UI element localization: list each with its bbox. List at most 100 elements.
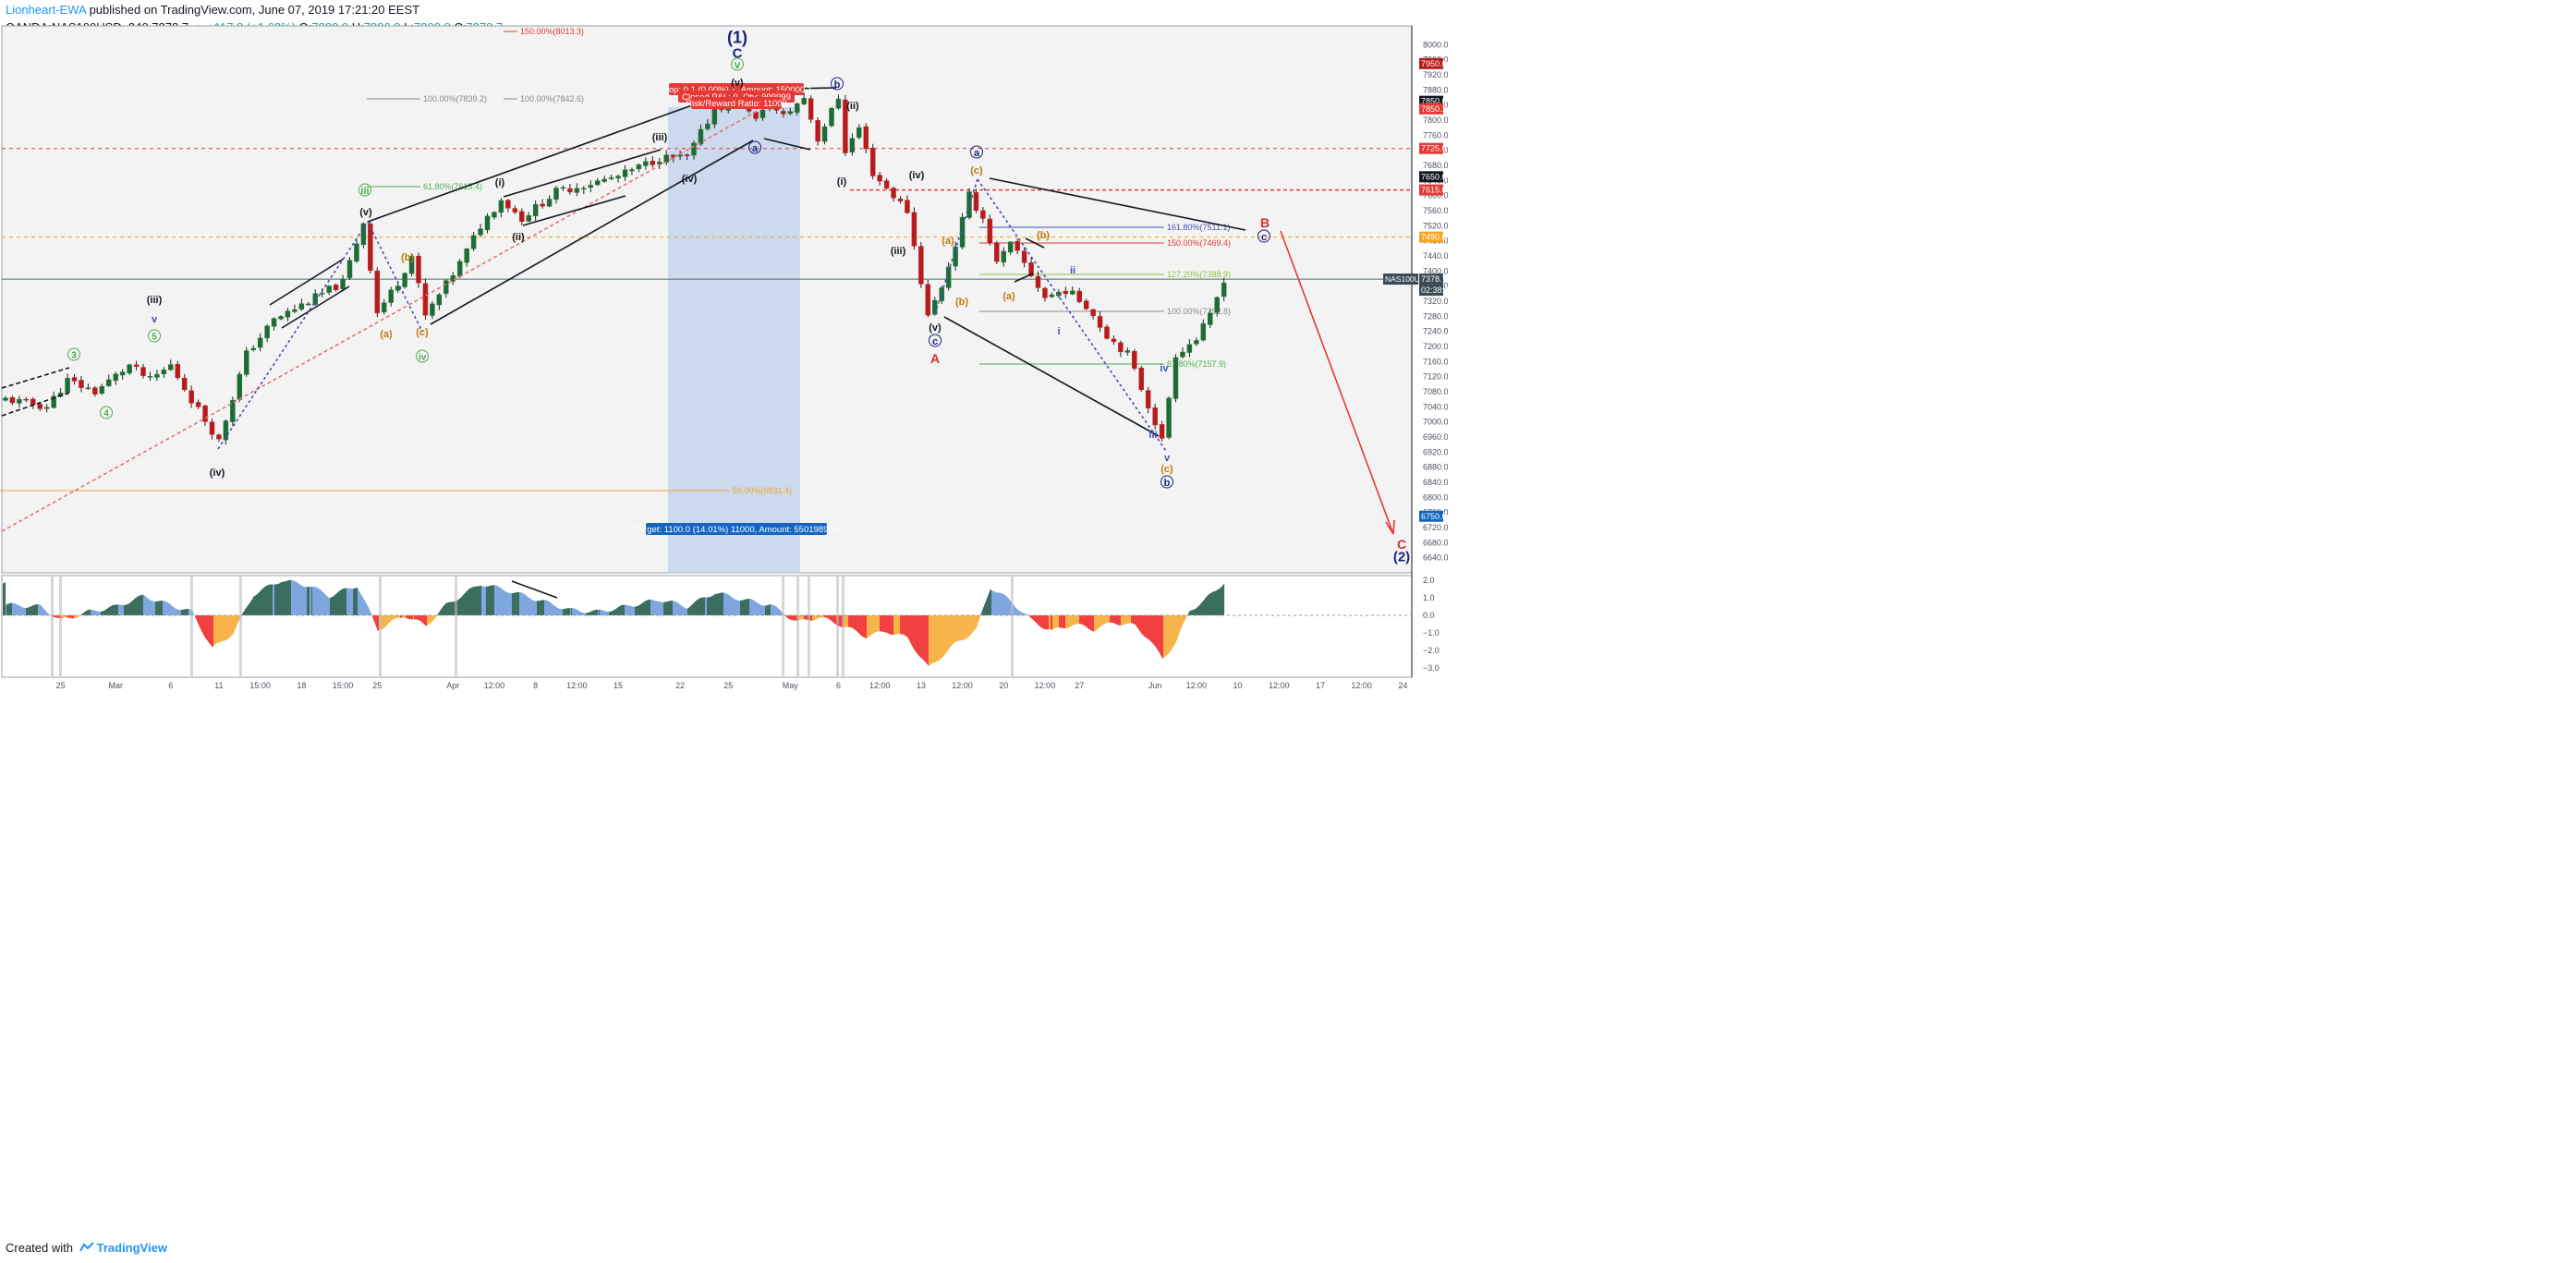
author-link[interactable]: Lionheart-EWA (6, 3, 86, 17)
oscillator-bar (62, 615, 64, 619)
oscillator-bar (83, 613, 85, 615)
price-tag-label: 6750.0 (1421, 512, 1447, 521)
oscillator-bar (1178, 615, 1180, 636)
oscillator-bar (964, 615, 966, 640)
oscillator-bar (535, 601, 537, 615)
candle-body (863, 126, 869, 150)
oscillator-bar (383, 615, 385, 628)
oscillator-bar (82, 613, 84, 615)
oscillator-bar (728, 594, 730, 615)
oscillator-bar (223, 615, 225, 641)
candle-body (127, 364, 132, 373)
oscillator-bar (744, 600, 746, 615)
oscillator-bar (599, 609, 601, 615)
oscillator-bar (486, 586, 488, 615)
oscillator-bar (315, 587, 317, 615)
price-tag (1419, 231, 1443, 243)
channel-line (269, 258, 345, 306)
oscillator-bar (1065, 615, 1067, 629)
oscillator-bar (174, 607, 176, 615)
oscillator-bar (430, 615, 431, 624)
wave-label-circle (416, 349, 429, 363)
oscillator-bar (525, 594, 527, 615)
time-tick-label: 20 (999, 681, 1008, 690)
oscillator-bar (341, 589, 343, 615)
projection-arrow-head (1392, 519, 1395, 535)
oscillator-bar (647, 600, 649, 615)
oscillator-bar (966, 615, 968, 638)
oscillator-bar (316, 587, 318, 615)
candle-body (147, 376, 153, 378)
oscillator-bar (101, 611, 103, 615)
candle-body (92, 387, 98, 395)
oscillator-bar (681, 605, 683, 615)
oscillator-bar (627, 605, 629, 615)
oscillator-bar (1039, 615, 1041, 627)
oscillator-bar (1021, 612, 1023, 615)
oscillator-bar (491, 585, 492, 615)
tradingview-brand[interactable]: TradingView (96, 1241, 167, 1255)
oscillator-bar (1087, 615, 1088, 628)
oscillator-bar (706, 597, 708, 615)
candle-body (181, 377, 188, 391)
time-tick-label: 12:00 (1035, 681, 1056, 690)
price-tick-label: 7600.0 (1423, 191, 1449, 200)
oscillator-bar (202, 615, 204, 634)
oscillator-bar (1002, 593, 1004, 615)
oscillator-bar (493, 585, 495, 615)
oscillator-bar (494, 585, 496, 615)
oscillator-bar (508, 592, 510, 615)
oscillator-bar (787, 615, 789, 618)
oscillator-bar (737, 600, 739, 615)
fib-label: 161.80%(7511.1) (1167, 223, 1230, 232)
oscillator-bar (157, 601, 159, 615)
oscillator-bar (1046, 615, 1048, 630)
oscillator-bar (11, 602, 13, 615)
oscillator-bar (154, 601, 156, 615)
oscillator-bar (1038, 615, 1039, 625)
oscillator-bar (914, 615, 916, 650)
oscillator-bar (945, 615, 947, 654)
oscillator-bar (1202, 601, 1204, 615)
oscillator-bar (974, 615, 976, 631)
oscillator-bar (313, 587, 315, 615)
oscillator-bar (955, 615, 957, 642)
oscillator-bar (163, 601, 164, 615)
oscillator-bar (36, 604, 38, 615)
oscillator-bar (804, 615, 806, 620)
candle-body (622, 169, 628, 177)
candle-body (759, 109, 766, 118)
oscillator-bar (352, 589, 354, 615)
oscillator-bar (181, 609, 183, 615)
oscillator-bar (1062, 615, 1063, 628)
oscillator-bar (337, 592, 339, 615)
oscillator-bar (217, 615, 219, 643)
oscillator-bar (361, 595, 363, 615)
oscillator-bar (1074, 615, 1075, 625)
oscillator-bar (467, 590, 468, 615)
oscillator-bar (740, 600, 742, 615)
oscillator-bar (891, 615, 893, 635)
oscillator-bar (704, 597, 706, 615)
oscillator-bar (126, 604, 128, 615)
oscillator-bar (250, 601, 252, 615)
oscillator-bar (1090, 615, 1092, 631)
oscillator-bar (1158, 615, 1160, 651)
oscillator-bar (755, 601, 757, 615)
oscillator-bar (1082, 615, 1084, 625)
oscillator-bar (1161, 615, 1163, 658)
oscillator-bar (219, 615, 221, 642)
oscillator-bar (479, 586, 480, 615)
candle-body (781, 111, 786, 115)
created-with-label: Created with (6, 1241, 73, 1255)
oscillator-bar (963, 615, 965, 640)
oscillator-bar (110, 606, 112, 615)
oscillator-bar (103, 610, 105, 615)
oscillator-bar (687, 608, 689, 615)
oscillator-bar (519, 591, 521, 615)
oscillator-bar (902, 615, 904, 635)
oscillator-bar (658, 601, 660, 615)
oscillator-bar (760, 604, 762, 615)
oscillator-bar (100, 611, 102, 615)
